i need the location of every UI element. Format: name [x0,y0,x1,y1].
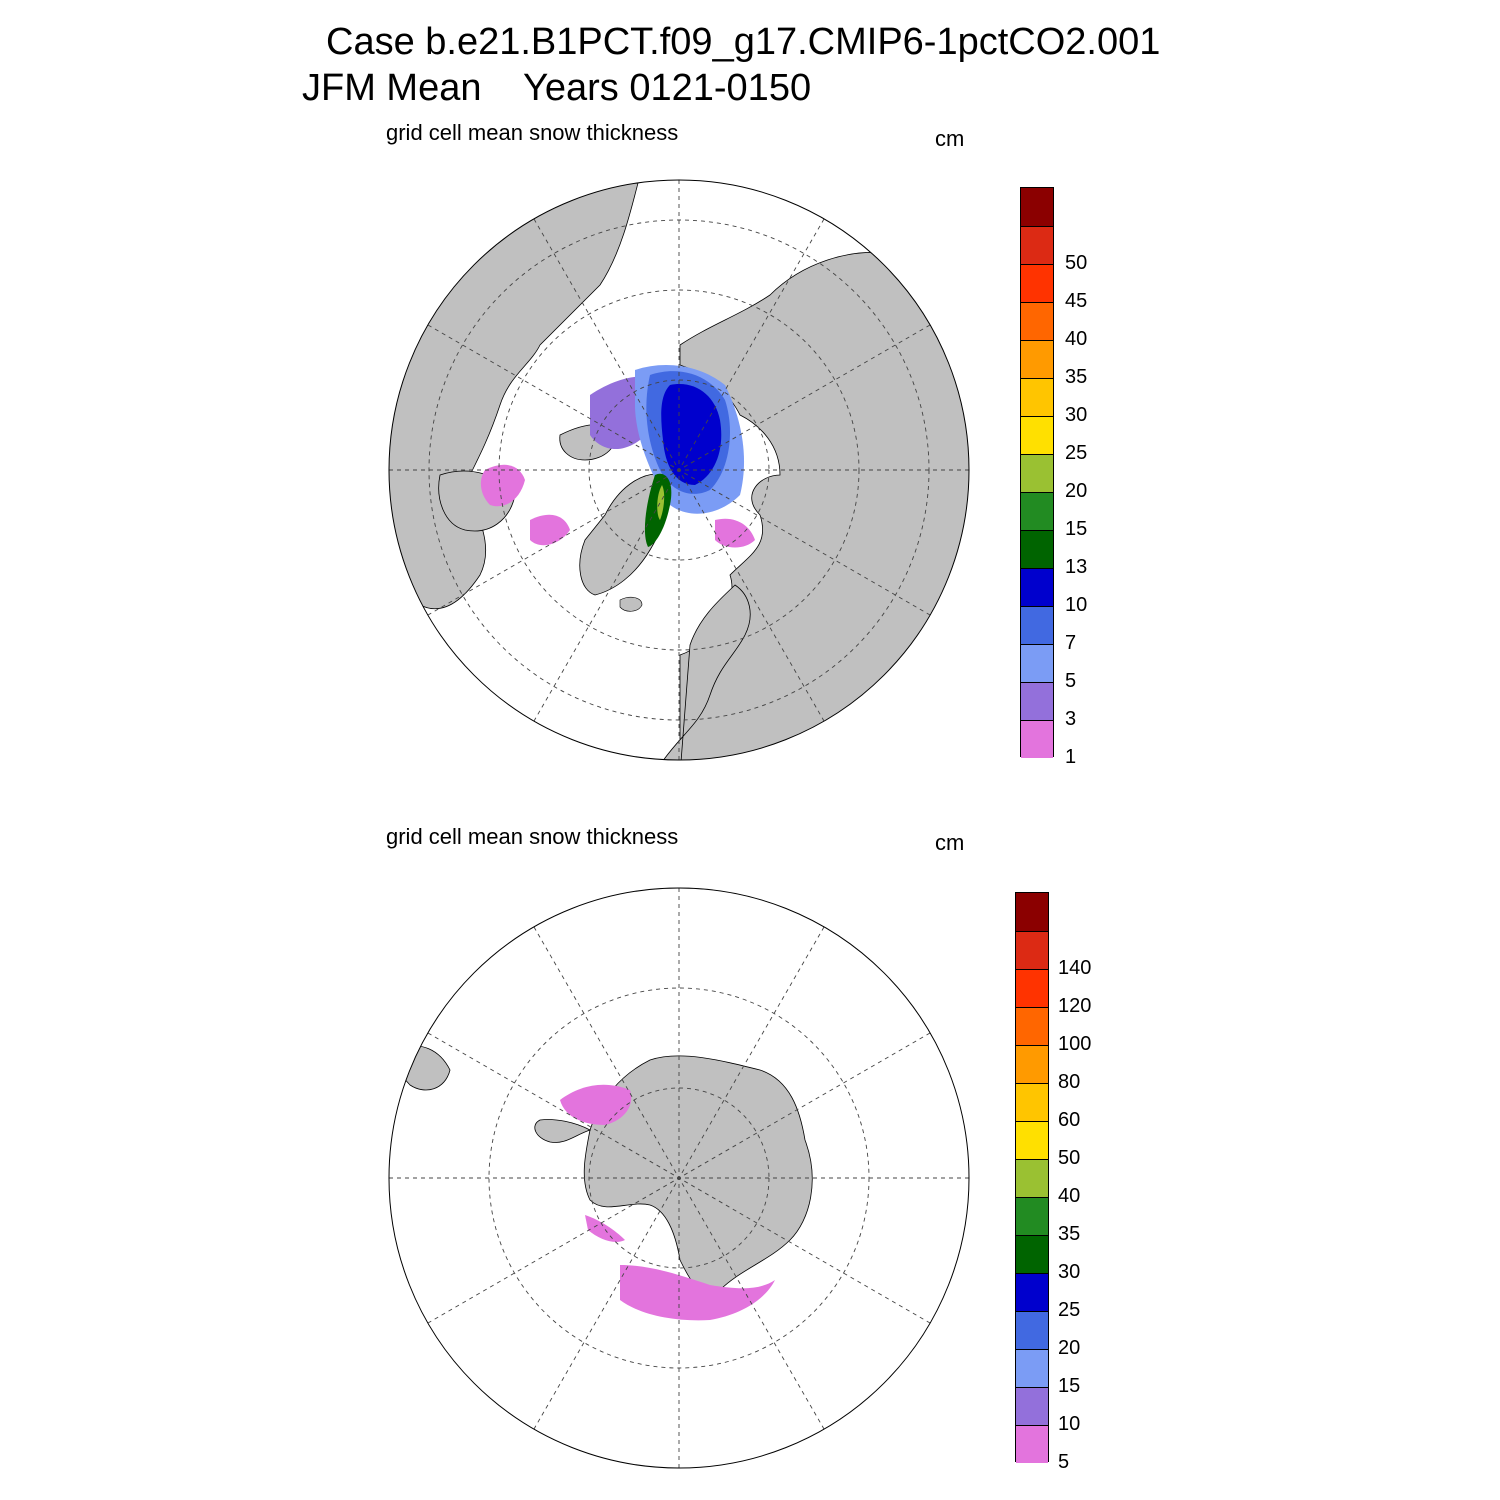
colorbar-tick-label: 25 [1065,442,1088,464]
colorbar-swatch [1016,1007,1048,1045]
colorbar-tick-label: 10 [1058,1413,1081,1435]
colorbar-tick-label: 3 [1065,708,1077,730]
colorbar-tick-label: 50 [1065,252,1088,274]
colorbar-swatch [1021,264,1053,302]
colorbar-swatch [1016,1197,1048,1235]
colorbar-swatch [1021,188,1053,226]
colorbar-tick-label: 80 [1058,1071,1081,1093]
south-panel-units: cm [935,830,965,855]
north-polar-map [388,179,970,761]
colorbar-swatch [1016,1425,1048,1463]
colorbar-swatch [1016,931,1048,969]
land-europe [629,584,751,760]
colorbar-tick-label: 50 [1058,1147,1081,1169]
land-antarctic-peninsula [534,1119,592,1143]
colorbar-swatch [1016,1045,1048,1083]
figure-title-line-2: JFM Mean Years 0121-0150 [302,67,812,109]
snow-pink-weddell [560,1084,632,1125]
snow-deep-blue [661,384,722,485]
colorbar-tick-label: 30 [1065,404,1088,426]
colorbar-tick-label: 30 [1058,1261,1081,1283]
colorbar-tick-label: 20 [1058,1337,1081,1359]
colorbar-swatch [1016,1083,1048,1121]
colorbar-tick-label: 15 [1058,1375,1081,1397]
land-iceland [619,596,643,612]
colorbar-swatch [1016,1387,1048,1425]
land-greenland [579,473,670,596]
colorbar-tick-label: 40 [1058,1185,1081,1207]
snow-lime [657,485,665,520]
snow-pink-baffin [530,514,570,546]
colorbar-tick-label: 120 [1058,995,1092,1017]
colorbar-tick-label: 45 [1065,290,1088,312]
colorbar-tick-label: 5 [1065,670,1077,692]
snow-pink-barents [715,518,755,548]
colorbar-tick-label: 60 [1058,1109,1081,1131]
colorbar-swatch [1021,226,1053,264]
figure-title-line-1: Case b.e21.B1PCT.f09_g17.CMIP6-1pctCO2.0… [326,21,1161,63]
colorbar-swatch [1016,1159,1048,1197]
colorbar-tick-label: 5 [1058,1451,1070,1473]
colorbar-tick-label: 25 [1058,1299,1081,1321]
south-polar-map [388,887,970,1469]
colorbar-swatch [1016,1121,1048,1159]
colorbar-swatch [1021,644,1053,682]
colorbar-tick-label: 10 [1065,594,1088,616]
snow-pink-hudson [480,464,525,507]
snow-pink-ross [620,1265,775,1321]
colorbar-swatch [1021,378,1053,416]
snow-pink-amundsen [585,1215,625,1242]
colorbar-swatch [1021,530,1053,568]
colorbar-swatch [1021,340,1053,378]
north-panel-title: grid cell mean snow thickness [386,120,679,145]
colorbar-swatch [1016,1349,1048,1387]
colorbar-swatch [1021,682,1053,720]
colorbar-tick-label: 1 [1065,746,1077,768]
colorbar-tick-label: 100 [1058,1033,1092,1055]
colorbar-tick-label: 35 [1058,1223,1081,1245]
colorbar-swatch [1021,568,1053,606]
colorbar-tick-label: 40 [1065,328,1088,350]
colorbar-swatch [1016,1311,1048,1349]
south-colorbar [1015,892,1049,1463]
north-panel-units: cm [935,126,965,151]
colorbar-swatch [1021,302,1053,340]
colorbar-tick-label: 20 [1065,480,1088,502]
colorbar-swatch [1021,492,1053,530]
colorbar-tick-label: 13 [1065,556,1088,578]
colorbar-swatch [1021,720,1053,758]
colorbar-tick-label: 15 [1065,518,1088,540]
north-colorbar [1020,187,1054,758]
colorbar-swatch [1016,1273,1048,1311]
colorbar-swatch [1021,606,1053,644]
colorbar-swatch [1021,416,1053,454]
south-panel-title: grid cell mean snow thickness [386,824,679,849]
colorbar-swatch [1016,893,1048,931]
colorbar-swatch [1016,969,1048,1007]
colorbar-swatch [1016,1235,1048,1273]
colorbar-tick-label: 7 [1065,632,1077,654]
colorbar-tick-label: 35 [1065,366,1088,388]
colorbar-swatch [1021,454,1053,492]
colorbar-tick-label: 140 [1058,957,1092,979]
